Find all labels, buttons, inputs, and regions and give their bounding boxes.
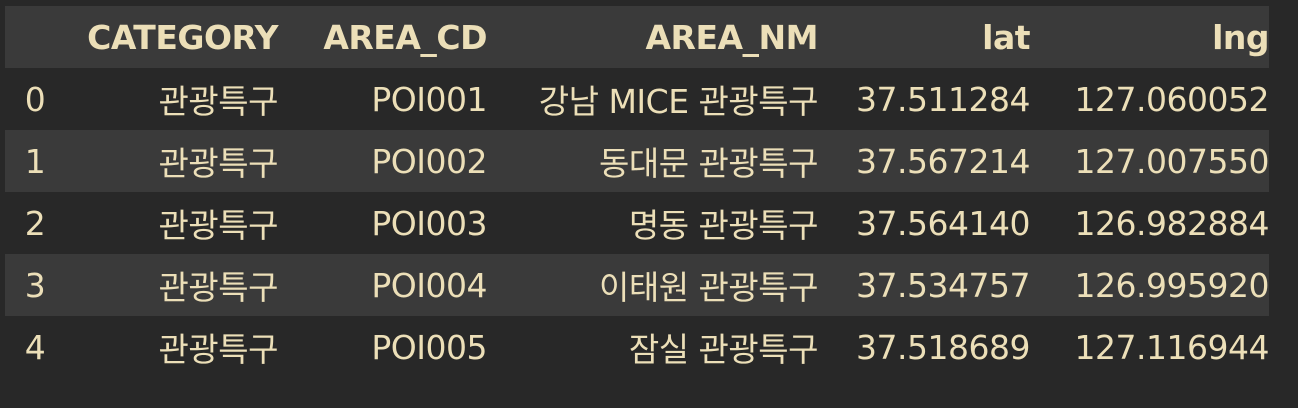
table-row: 3 관광특구 POI004 이태원 관광특구 37.534757 126.995…: [5, 254, 1270, 316]
cell-area-nm: 강남 MICE 관광특구: [538, 82, 819, 121]
cell-lat: 37.518689: [856, 327, 1030, 367]
table-row: 2 관광특구 POI003 명동 관광특구 37.564140 126.9828…: [5, 192, 1270, 254]
row-index: 3: [24, 265, 46, 305]
table-header-row: CATEGORY AREA_CD AREA_NM lat lng: [5, 6, 1270, 68]
cell-area-nm: 잠실 관광특구: [628, 330, 819, 369]
table-row: 0 관광특구 POI001 강남 MICE 관광특구 37.511284 127…: [5, 68, 1270, 130]
table-row: 4 관광특구 POI005 잠실 관광특구 37.518689 127.1169…: [5, 316, 1270, 378]
column-header-index: [5, 6, 65, 68]
cell-category: 관광특구: [158, 206, 279, 245]
cell-area-cd: POI002: [371, 141, 487, 181]
cell-category: 관광특구: [158, 268, 279, 307]
cell-lng: 126.982884: [1074, 203, 1270, 243]
cell-lng: 127.007550: [1074, 141, 1270, 181]
dataframe-table: CATEGORY AREA_CD AREA_NM lat lng 0 관광특구 …: [5, 6, 1270, 378]
cell-lat: 37.534757: [856, 265, 1030, 305]
cell-lng: 127.060052: [1074, 79, 1270, 119]
column-header-lat: lat: [982, 17, 1030, 57]
cell-category: 관광특구: [158, 82, 279, 121]
column-header-lng: lng: [1212, 17, 1269, 57]
cell-category: 관광특구: [158, 330, 279, 369]
column-header-category: CATEGORY: [87, 17, 278, 57]
row-index: 1: [24, 141, 46, 181]
cell-area-cd: POI004: [371, 265, 487, 305]
cell-area-nm: 동대문 관광특구: [598, 144, 819, 183]
row-index: 4: [24, 327, 46, 367]
cell-area-cd: POI005: [371, 327, 487, 367]
cell-area-nm: 이태원 관광특구: [598, 268, 819, 307]
row-index: 2: [24, 203, 46, 243]
row-index: 0: [24, 79, 46, 119]
cell-area-nm: 명동 관광특구: [628, 206, 819, 245]
cell-lat: 37.511284: [856, 79, 1030, 119]
column-header-area-nm: AREA_NM: [645, 17, 819, 57]
cell-area-cd: POI003: [371, 203, 487, 243]
cell-lng: 127.116944: [1074, 327, 1270, 367]
cell-lat: 37.564140: [856, 203, 1030, 243]
column-header-area-cd: AREA_CD: [323, 17, 487, 57]
cell-lat: 37.567214: [856, 141, 1030, 181]
cell-category: 관광특구: [158, 144, 279, 183]
cell-area-cd: POI001: [371, 79, 487, 119]
cell-lng: 126.995920: [1074, 265, 1270, 305]
table-row: 1 관광특구 POI002 동대문 관광특구 37.567214 127.007…: [5, 130, 1270, 192]
